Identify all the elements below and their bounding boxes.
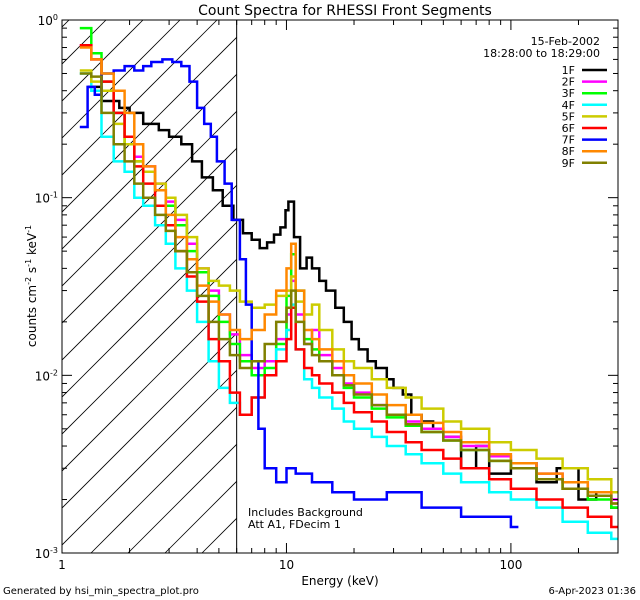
hatch-line (62, 73, 237, 250)
footer-generated-by: Generated by hsi_min_spectra_plot.pro (3, 586, 199, 597)
hatch-line (62, 110, 237, 287)
hatch-line (62, 20, 107, 65)
legend-label-7f: 7F (562, 134, 575, 147)
y-axis-label: counts cm-2 s-1 keV-1 (24, 225, 39, 347)
legend-label-6f: 6F (562, 122, 575, 135)
series-line-4f (79, 72, 618, 541)
series-line-1f (87, 85, 618, 509)
plot-frame (61, 19, 619, 554)
hatch-line (572, 20, 640, 553)
hatch-line (62, 184, 237, 361)
chart-title: Count Spectra for RHESSI Front Segments (198, 3, 492, 19)
y-tick-label: 10-3 (35, 546, 58, 561)
x-tick-label: 1 (58, 558, 66, 572)
y-axis-label-part: -2 (24, 277, 33, 285)
y-tick-label: 100 (38, 13, 58, 28)
x-axis-label: Energy (keV) (301, 574, 378, 588)
series-lines (79, 26, 618, 541)
legend-label-4f: 4F (562, 99, 575, 112)
hatch-line (62, 258, 237, 435)
legend-label-1f: 1F (562, 64, 575, 77)
series-line-8f (79, 46, 618, 505)
annotation-background: Includes Background (248, 506, 363, 519)
hatch-line (62, 36, 237, 213)
hatch-line (62, 332, 237, 509)
legend-label-3f: 3F (562, 87, 575, 100)
hatch-line (62, 221, 237, 398)
y-axis-label-part: keV (25, 232, 39, 259)
series-line-6f (79, 44, 618, 529)
y-axis-label-part: -1 (24, 259, 33, 267)
series-line-5f (79, 69, 618, 494)
hatch-line (62, 295, 237, 472)
y-axis-label-part: -1 (24, 225, 33, 233)
hatch-line (90, 406, 237, 553)
legend-label-5f: 5F (562, 110, 575, 123)
annotation-attenuator: Att A1, FDecim 1 (248, 518, 341, 531)
y-tick-label: 10-1 (35, 191, 58, 206)
legend-label-8f: 8F (562, 145, 575, 158)
hatch-line (609, 20, 640, 553)
hatch-line (62, 20, 181, 139)
hatch-line (62, 369, 237, 546)
x-tick-label: 10 (279, 558, 294, 572)
hatch-line (387, 20, 640, 553)
y-axis-label-part: s (25, 267, 39, 277)
series-line-7f (79, 58, 519, 529)
legend-label-9f: 9F (562, 157, 575, 170)
series-line-3f (79, 26, 618, 509)
y-axis-label-part: counts cm (25, 285, 39, 347)
series-line-9f (79, 72, 618, 505)
legend-label-2f: 2F (562, 76, 575, 89)
hatch-line (62, 147, 237, 324)
x-tick-label: 100 (499, 558, 522, 572)
date-text: 15-Feb-2002 (531, 35, 600, 48)
y-tick-label: 10-2 (35, 368, 58, 383)
time-range-text: 18:28:00 to 18:29:00 (483, 47, 600, 60)
hatch-line (62, 20, 144, 102)
axes: 1 10 100 100 10-1 10-2 10-3 (35, 13, 619, 572)
footer-timestamp: 6-Apr-2023 01:36 (549, 586, 636, 597)
hatch-line (127, 443, 237, 553)
hatch-line (313, 20, 640, 553)
